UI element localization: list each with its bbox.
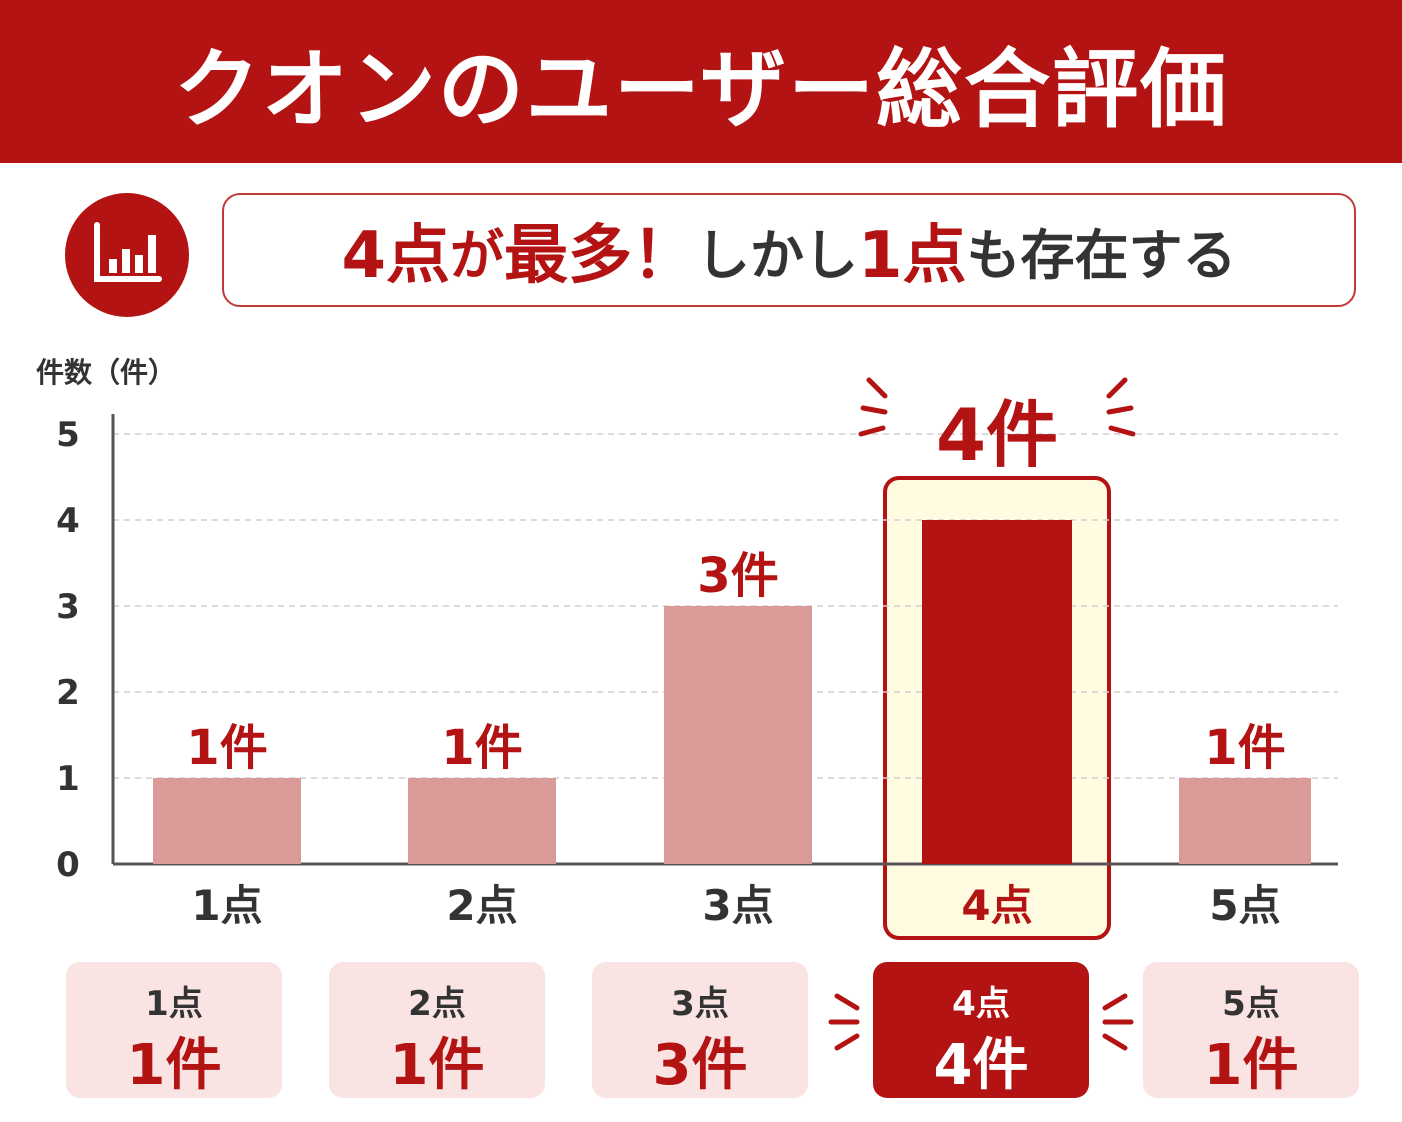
y-tick-label: 0 (56, 845, 80, 885)
summary-count: 1件 (126, 1033, 222, 1098)
y-axis-label: 件数（件） (36, 356, 176, 389)
bar (922, 520, 1072, 864)
summary-card: 4点 4件 (873, 962, 1089, 1098)
emphasis-stroke (1106, 405, 1134, 415)
emphasis-stroke (1102, 1033, 1128, 1051)
x-tick-label: 3点 (702, 881, 773, 930)
bar (664, 606, 812, 864)
x-tick-label: 2点 (446, 881, 517, 930)
emphasis-stroke (860, 405, 888, 415)
emphasis-stroke (1108, 425, 1136, 437)
headline-part: 4点 (341, 219, 450, 293)
emphasis-stroke (1102, 993, 1128, 1011)
headline-part: 最多！ (504, 219, 696, 293)
data-label: 1件 (1204, 720, 1285, 776)
y-tick-label: 4 (56, 501, 80, 541)
emphasis-stroke (834, 993, 860, 1011)
summary-score-label: 5点 (1222, 984, 1280, 1024)
page-title: クオンのユーザー総合評価 (173, 40, 1229, 140)
summary-count: 1件 (389, 1033, 485, 1098)
summary-score-label: 4点 (952, 984, 1010, 1024)
summary-card: 5点 1件 (1143, 962, 1359, 1098)
bar-chart-icon (65, 193, 189, 317)
data-label: 1件 (441, 720, 522, 776)
y-tick-label: 1 (56, 759, 80, 799)
summary-score-label: 3点 (671, 984, 729, 1024)
summary-score-label: 2点 (408, 984, 466, 1024)
data-label: 4件 (936, 393, 1058, 477)
x-tick-label: 1点 (191, 881, 262, 930)
emphasis-stroke (866, 377, 888, 399)
summary-count: 3件 (652, 1033, 748, 1098)
bar (153, 778, 301, 864)
summary-card: 1点 1件 (66, 962, 282, 1098)
emphasis-stroke (858, 425, 886, 437)
data-label: 3件 (697, 548, 778, 604)
headline-part: 1点 (858, 219, 967, 293)
summary-count: 1件 (1203, 1033, 1299, 1098)
data-label: 1件 (186, 720, 267, 776)
headline-part: しかし (696, 223, 858, 287)
headline-part: が (450, 223, 504, 287)
summary-card: 3点 3件 (592, 962, 808, 1098)
bar-chart: 件数（件） 0 1 2 3 4 5 1件 1点 1件 2点 3件 3点 4件 4点 1件 5点 (36, 356, 1338, 940)
x-tick-label: 5点 (1209, 881, 1280, 930)
x-tick-label: 4点 (961, 881, 1032, 930)
emphasis-stroke (834, 1033, 860, 1051)
summary-card: 2点 1件 (329, 962, 545, 1098)
y-tick-label: 5 (56, 415, 80, 455)
y-tick-label: 3 (56, 587, 80, 627)
headline-part: も存在する (966, 223, 1237, 287)
headline-callout: 4点 が 最多！ しかし 1点 も存在する (222, 193, 1356, 307)
y-tick-label: 2 (56, 673, 80, 713)
bar (1179, 778, 1311, 864)
emphasis-stroke (1106, 377, 1128, 399)
bar (408, 778, 556, 864)
summary-score-label: 1点 (145, 984, 203, 1024)
summary-count: 4件 (933, 1033, 1029, 1098)
header-banner: クオンのユーザー総合評価 (0, 0, 1402, 163)
